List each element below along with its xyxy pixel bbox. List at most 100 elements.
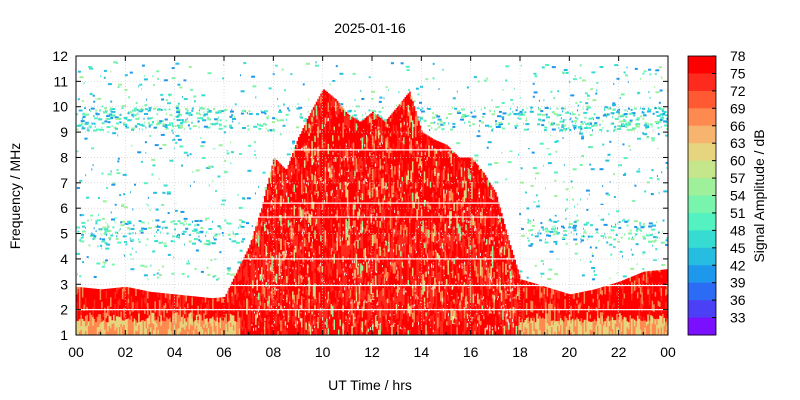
signal-cell <box>101 289 104 297</box>
signal-cell <box>302 216 305 227</box>
signal-cell <box>176 317 179 325</box>
noise-speckle <box>147 204 149 207</box>
signal-cell <box>293 204 296 216</box>
noise-speckle <box>384 119 388 122</box>
signal-cell <box>281 314 284 320</box>
signal-cell <box>355 169 358 182</box>
noise-speckle <box>107 83 112 86</box>
signal-cell <box>374 253 377 259</box>
signal-cell <box>332 105 334 112</box>
signal-cell <box>382 324 385 335</box>
signal-cell <box>155 316 158 320</box>
signal-cell <box>315 245 318 257</box>
noise-speckle <box>652 129 654 132</box>
signal-cell <box>256 233 259 239</box>
signal-cell <box>326 238 328 249</box>
noise-speckle <box>620 93 625 96</box>
signal-cell <box>366 294 368 306</box>
signal-cell <box>374 182 377 187</box>
noise-speckle <box>498 110 502 113</box>
noise-speckle <box>498 121 503 124</box>
signal-cell <box>373 154 376 162</box>
signal-cell <box>166 293 169 299</box>
noise-speckle <box>124 89 128 91</box>
signal-cell <box>326 143 328 153</box>
noise-speckle <box>308 98 310 101</box>
noise-speckle <box>623 113 628 116</box>
noise-speckle <box>614 125 617 128</box>
signal-cell <box>268 303 271 309</box>
signal-cell <box>355 143 358 151</box>
signal-cell <box>317 159 320 164</box>
noise-speckle <box>642 132 645 135</box>
signal-cell <box>355 248 358 254</box>
signal-cell <box>261 283 263 290</box>
signal-cell <box>317 270 320 282</box>
noise-speckle <box>103 69 107 72</box>
noise-speckle <box>124 222 129 225</box>
signal-cell <box>342 137 345 150</box>
signal-cell <box>340 174 343 183</box>
signal-cell <box>349 146 352 156</box>
signal-cell <box>369 167 371 175</box>
noise-speckle <box>348 109 352 112</box>
noise-speckle <box>238 153 242 155</box>
signal-cell <box>346 275 349 281</box>
signal-cell <box>366 331 368 335</box>
noise-speckle <box>101 247 103 250</box>
noise-speckle <box>125 243 128 246</box>
noise-speckle <box>231 109 233 111</box>
signal-cell <box>321 208 324 214</box>
signal-cell <box>312 184 315 193</box>
signal-cell <box>355 157 358 170</box>
signal-cell <box>300 226 303 232</box>
noise-speckle <box>176 105 180 108</box>
signal-cell <box>132 329 135 335</box>
signal-cell <box>315 272 318 277</box>
signal-cell <box>113 302 115 315</box>
signal-cell <box>175 312 178 324</box>
signal-cell <box>221 310 223 316</box>
signal-cell <box>336 100 339 104</box>
signal-cell <box>154 315 157 321</box>
noise-speckle <box>655 111 659 114</box>
signal-cell <box>340 224 343 233</box>
signal-cell <box>166 324 169 335</box>
noise-speckle <box>187 124 190 127</box>
noise-speckle <box>563 164 565 167</box>
signal-cell <box>354 216 357 221</box>
signal-cell <box>311 230 314 243</box>
signal-cell <box>224 301 226 309</box>
noise-speckle <box>140 231 144 234</box>
signal-cell <box>332 229 334 234</box>
noise-speckle <box>164 124 167 126</box>
noise-speckle <box>635 233 638 236</box>
signal-cell <box>269 234 272 243</box>
noise-speckle <box>545 230 550 233</box>
signal-cell <box>355 312 358 322</box>
signal-cell <box>337 104 340 114</box>
signal-cell <box>337 139 340 148</box>
signal-cell <box>278 288 281 300</box>
signal-cell <box>311 225 314 231</box>
signal-cell <box>320 128 323 133</box>
signal-cell <box>278 240 281 244</box>
noise-speckle <box>264 187 268 189</box>
noise-speckle <box>80 240 85 243</box>
signal-cell <box>101 318 104 322</box>
signal-cell <box>111 299 114 309</box>
signal-cell <box>238 321 241 329</box>
noise-speckle <box>93 123 94 126</box>
signal-cell <box>357 282 360 291</box>
signal-cell <box>139 298 142 304</box>
signal-cell <box>265 231 268 240</box>
noise-speckle <box>206 266 209 269</box>
signal-cell <box>272 232 275 239</box>
signal-cell <box>358 189 361 197</box>
signal-cell <box>357 290 360 302</box>
noise-speckle <box>132 115 135 118</box>
signal-cell <box>385 245 388 253</box>
signal-cell <box>204 297 207 303</box>
signal-cell <box>197 296 200 300</box>
signal-cell <box>330 97 333 102</box>
